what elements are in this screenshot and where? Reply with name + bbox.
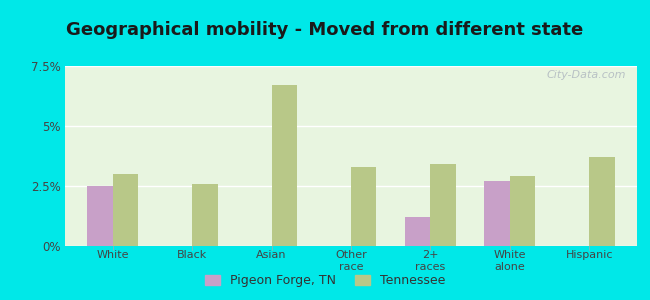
Bar xyxy=(510,176,536,246)
Bar xyxy=(590,157,615,246)
Bar xyxy=(112,174,138,246)
Text: Geographical mobility - Moved from different state: Geographical mobility - Moved from diffe… xyxy=(66,21,584,39)
Bar xyxy=(272,85,297,246)
Bar xyxy=(484,181,510,246)
Bar xyxy=(192,184,218,246)
Bar xyxy=(87,186,112,246)
Text: City-Data.com: City-Data.com xyxy=(546,70,625,80)
Bar xyxy=(430,164,456,246)
Bar xyxy=(405,217,430,246)
Legend: Pigeon Forge, TN, Tennessee: Pigeon Forge, TN, Tennessee xyxy=(202,270,448,291)
Bar xyxy=(351,167,376,246)
